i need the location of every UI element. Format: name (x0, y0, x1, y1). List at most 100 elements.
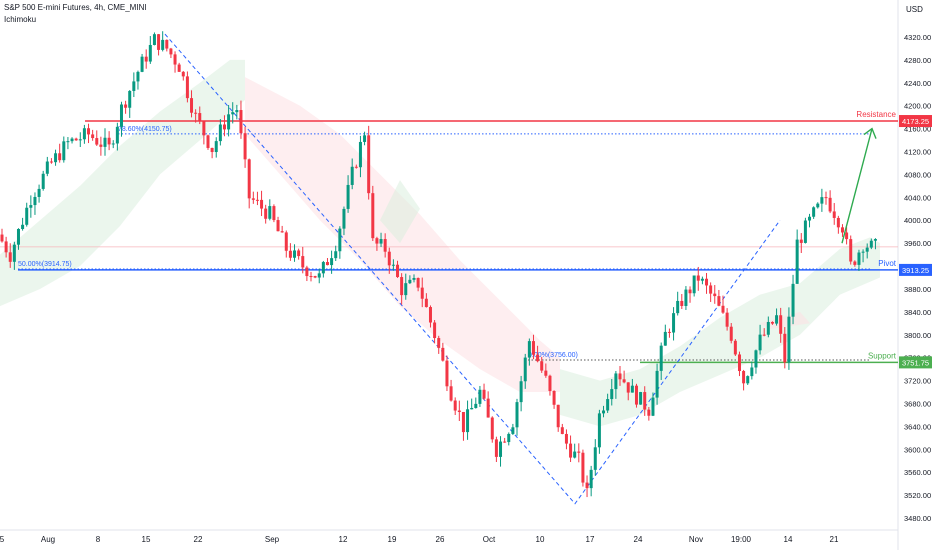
candle-body (799, 239, 803, 243)
candle-body (354, 166, 358, 168)
candle-body (536, 354, 540, 362)
candle-body (692, 275, 696, 294)
candle-body (124, 104, 128, 108)
candle-body (21, 224, 25, 229)
candle-body (297, 250, 301, 257)
candle-body (268, 206, 272, 219)
pivot-label: Pivot (878, 259, 897, 268)
candle-body (569, 443, 573, 458)
candle-body (667, 331, 671, 333)
pivot-price-tag: 3913.25 (902, 266, 929, 275)
candles (0, 31, 877, 498)
x-tick-label: 12 (339, 535, 348, 544)
candle-body (363, 135, 367, 142)
y-tick-label: 3560.00 (904, 468, 931, 477)
candle-body (754, 350, 758, 368)
candle-body (618, 373, 622, 380)
candle-body (408, 279, 412, 284)
candle-body (581, 452, 585, 483)
candle-body (746, 376, 750, 384)
candle-body (614, 373, 618, 390)
y-tick-label: 3480.00 (904, 514, 931, 523)
fib-label: 78.60%(4150.75) (118, 126, 172, 133)
candle-body (358, 141, 362, 168)
candle-body (503, 441, 507, 443)
candle-body (466, 409, 470, 433)
candle-body (194, 112, 198, 114)
y-tick-label: 4120.00 (904, 148, 931, 157)
candle-body (523, 357, 527, 382)
y-tick-label: 4240.00 (904, 79, 931, 88)
candle-body (478, 389, 482, 404)
candle-body (330, 258, 334, 266)
support-price-tag: 3751.75 (902, 358, 929, 367)
cloud-green (560, 237, 880, 427)
x-tick-label: 5 (0, 535, 5, 544)
candle-body (519, 381, 523, 403)
candle-body (672, 313, 676, 333)
candle-body (803, 220, 807, 243)
y-tick-label: 4160.00 (904, 125, 931, 134)
candle-body (676, 300, 680, 314)
candle-body (152, 34, 156, 45)
resistance-price-tag: 4173.25 (902, 117, 929, 126)
candle-body (828, 197, 832, 212)
y-tick-label: 4080.00 (904, 170, 931, 179)
candle-body (115, 126, 119, 144)
candle-body (181, 71, 185, 77)
candle-body (169, 48, 173, 55)
x-tick-label: 26 (436, 535, 445, 544)
candle-body (276, 220, 280, 232)
candle-body (779, 315, 783, 334)
candle-body (775, 315, 779, 324)
candle-body (453, 400, 457, 411)
candle-body (531, 341, 535, 355)
candle-body (630, 385, 634, 393)
cloud-green (380, 180, 420, 244)
candle-body (396, 264, 400, 278)
x-tick-label: Sep (265, 535, 280, 544)
candle-body (41, 173, 45, 189)
candle-body (424, 298, 428, 308)
candle-body (490, 417, 494, 440)
candle-body (606, 399, 610, 411)
price-tag (899, 356, 932, 369)
candle-body (379, 239, 383, 244)
candle-body (293, 250, 297, 258)
candle-body (742, 371, 746, 384)
candle-body (288, 250, 292, 258)
candle-body (148, 44, 152, 62)
candle-body (66, 141, 70, 143)
candle-body (507, 433, 511, 443)
candle-body (602, 410, 606, 414)
candle-body (853, 261, 857, 265)
candle-body (482, 389, 486, 399)
candle-body (556, 404, 560, 428)
candle-body (783, 333, 787, 363)
candle-body (157, 34, 161, 50)
candle-body (709, 285, 713, 294)
y-tick-label: 4000.00 (904, 216, 931, 225)
candle-body (264, 208, 268, 219)
candle-body (840, 227, 844, 233)
candle-body (128, 90, 132, 108)
candle-body (552, 390, 556, 405)
price-tag (899, 115, 932, 128)
candle-body (375, 238, 379, 244)
candle-body (4, 241, 8, 253)
candle-body (54, 153, 58, 163)
candle-body (420, 287, 424, 299)
candle-body (548, 375, 552, 391)
candle-body (82, 128, 86, 140)
candle-body (404, 283, 408, 296)
candle-body (321, 262, 325, 274)
candle-body (787, 316, 791, 363)
y-tick-label: 4320.00 (904, 33, 931, 42)
y-tick-label: 3880.00 (904, 285, 931, 294)
candle-body (165, 39, 169, 49)
x-tick-label: 24 (634, 535, 643, 544)
candle-body (210, 147, 214, 153)
candle-body (144, 56, 148, 62)
